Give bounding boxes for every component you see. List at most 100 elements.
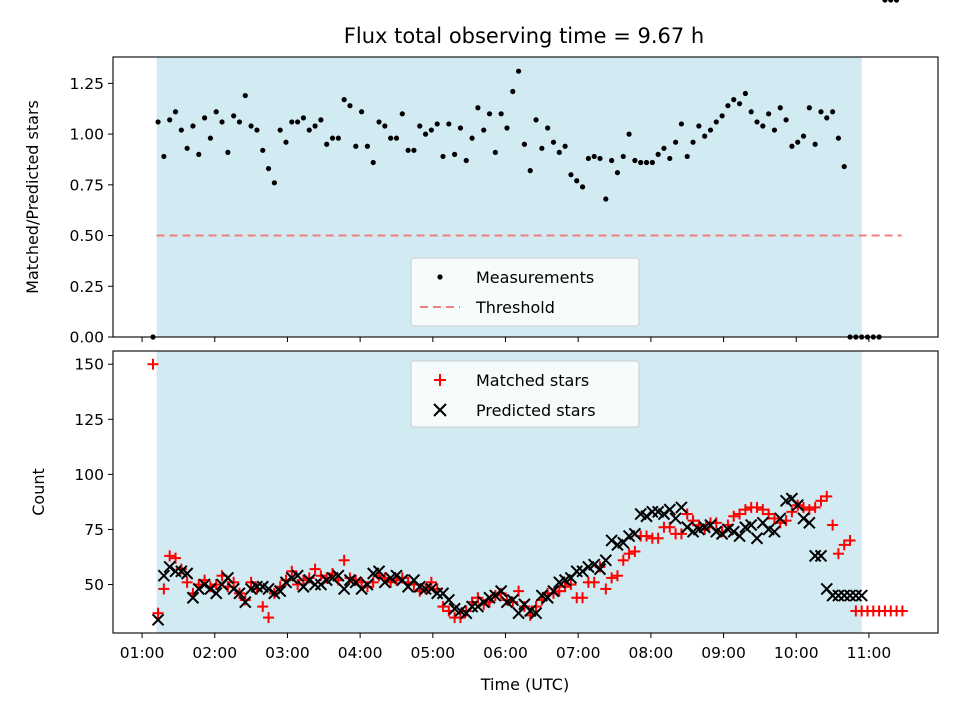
measurement-point	[231, 113, 237, 119]
predicted-star-point	[332, 569, 345, 582]
legend-predicted-marker	[433, 403, 447, 417]
predicted-star-point	[750, 532, 764, 545]
measurement-point	[713, 119, 719, 125]
predicted-star-point	[361, 578, 374, 591]
measurement-point	[632, 157, 638, 164]
measurement-point	[661, 145, 667, 151]
measurement-point	[422, 131, 429, 137]
measurement-point	[510, 88, 516, 95]
measurement-point	[707, 127, 714, 133]
measurement-point	[609, 157, 615, 164]
measurement-point	[556, 149, 562, 155]
matched-star-point	[181, 576, 193, 588]
measurement-point	[167, 117, 173, 123]
measurement-point	[678, 121, 685, 127]
measurement-point	[603, 196, 609, 202]
matched-star-point	[239, 594, 251, 606]
measurement-point	[812, 141, 818, 147]
matched-star-point	[681, 508, 693, 520]
predicted-star-point	[233, 587, 246, 600]
measurement-point	[399, 111, 405, 117]
predicted-star-point	[733, 529, 746, 543]
matched-star-point	[437, 601, 449, 613]
predicted-star-point	[291, 569, 304, 582]
measurement-point	[585, 155, 591, 162]
matched-star-point	[257, 601, 269, 613]
top-y-tick-label: 0.50	[69, 227, 104, 245]
measurement-point	[545, 125, 551, 131]
x-tick-label: 01:00	[120, 644, 165, 662]
predicted-star-point	[791, 499, 804, 512]
measurement-point	[196, 151, 202, 157]
measurement-point	[655, 151, 661, 157]
predicted-star-point	[494, 584, 508, 598]
measurement-point	[295, 119, 301, 125]
legend-measurements-marker	[437, 274, 443, 280]
measurement-point	[690, 139, 696, 145]
x-tick-label: 07:00	[556, 644, 601, 662]
predicted-star-point	[803, 516, 816, 530]
measurement-point	[207, 135, 214, 141]
bottom-legend-box	[410, 360, 640, 428]
matched-star-point	[896, 605, 908, 617]
measurement-point	[521, 141, 528, 147]
predicted-star-point	[570, 565, 583, 578]
measurement-point	[614, 170, 621, 176]
predicted-star-point	[372, 565, 386, 578]
matched-star-point	[728, 510, 740, 522]
measurement-point	[696, 123, 702, 129]
measurement-point	[225, 149, 231, 155]
measurement-point	[643, 159, 650, 166]
measurement-point	[638, 159, 644, 166]
predicted-star-point	[157, 569, 171, 582]
x-tick-label: 06:00	[483, 644, 528, 662]
measurement-point	[300, 115, 307, 121]
predicted-star-point	[151, 613, 165, 626]
measurement-point	[452, 151, 458, 157]
measurement-point	[789, 143, 795, 149]
measurement-point	[324, 141, 330, 147]
predicted-star-point	[843, 589, 857, 602]
measurement-point	[446, 121, 452, 127]
measurement-point	[161, 153, 167, 160]
measurement-point	[254, 127, 260, 133]
matched-star-point	[425, 576, 437, 588]
measurement-point	[591, 153, 597, 160]
matched-star-point	[164, 550, 176, 562]
top-plot-frame	[112, 56, 939, 338]
matched-star-point	[734, 508, 746, 520]
measurement-point	[684, 153, 690, 160]
measurement-point	[388, 135, 394, 141]
predicted-star-point	[669, 512, 682, 525]
predicted-star-point	[186, 591, 200, 604]
measurement-point	[498, 111, 504, 117]
predicted-star-point	[808, 549, 822, 563]
measurement-point	[783, 117, 789, 123]
predicted-star-point	[250, 580, 264, 593]
x-tick-label: 03:00	[265, 644, 310, 662]
measurement-point	[178, 127, 184, 133]
measurement-point	[800, 133, 807, 139]
measurement-point	[475, 105, 481, 111]
bottom-y-tick-label: 50	[84, 576, 104, 594]
measurement-point	[795, 139, 801, 145]
x-tick-label: 11:00	[847, 644, 892, 662]
measurement-point	[172, 109, 179, 115]
matched-star-point	[600, 583, 612, 595]
x-tick-label: 08:00	[629, 644, 674, 662]
matched-star-point	[809, 501, 821, 513]
matched-star-point	[641, 530, 653, 542]
measurement-point	[364, 143, 371, 149]
bottom-y-axis-label: Count	[29, 468, 48, 516]
measurement-point	[626, 131, 632, 137]
measurement-point	[667, 155, 673, 162]
predicted-star-point	[419, 582, 432, 596]
measurement-point	[260, 147, 266, 153]
measurement-point	[457, 125, 464, 131]
measurement-point	[620, 153, 626, 160]
predicted-star-point	[273, 584, 287, 598]
measurement-point	[771, 127, 778, 133]
measurement-point	[818, 109, 824, 115]
matched-star-point	[507, 596, 519, 608]
bottom-y-axis: 50 75 100 125 150	[74, 356, 113, 594]
